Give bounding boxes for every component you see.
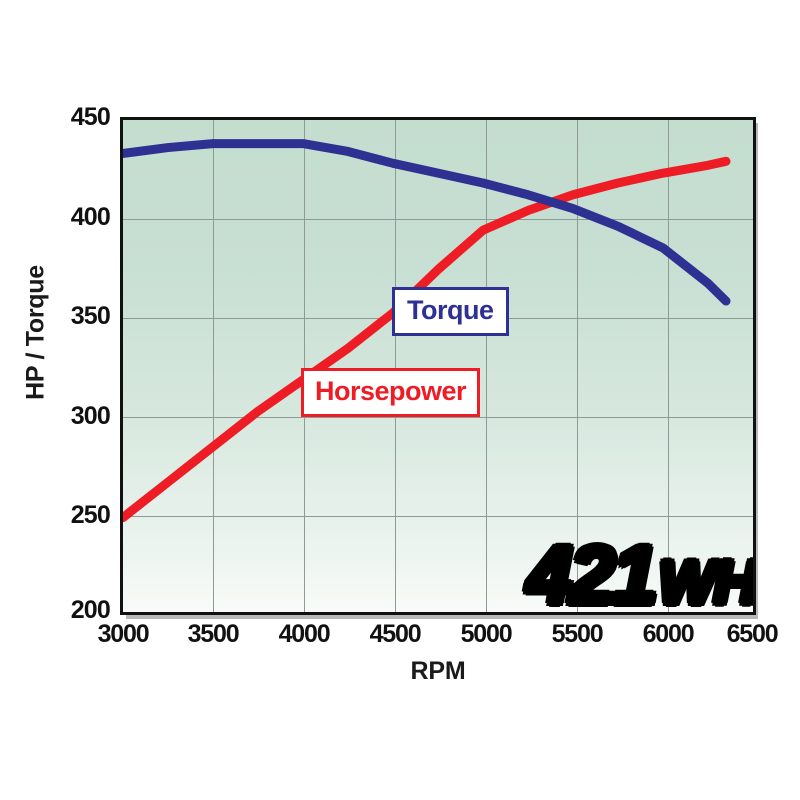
gridline-x-4000 — [304, 120, 305, 612]
gridline-x-5000 — [486, 120, 487, 612]
gridline-x-6000 — [668, 120, 669, 612]
y-tick-label-400: 400 — [70, 203, 111, 231]
x-tick-label-3500: 3500 — [187, 620, 240, 648]
legend-chip-horsepower: Horsepower — [301, 368, 481, 417]
torque-curve — [123, 139, 731, 306]
x-tick-label-6500: 6500 — [726, 620, 779, 648]
y-tick-label-250: 250 — [70, 501, 111, 529]
horsepower-curve — [123, 156, 731, 523]
callout-whp: 421WHP — [527, 535, 753, 613]
callout-whp-value: 421 — [527, 530, 658, 613]
curve-layer — [123, 139, 731, 523]
x-tick-label-3000: 3000 — [97, 620, 150, 648]
gridline-y-400 — [123, 219, 753, 220]
x-tick-label-5500: 5500 — [551, 620, 604, 648]
y-axis-title: HP / Torque — [21, 265, 50, 400]
legend-chip-torque: Torque — [392, 287, 509, 336]
gridline-x-4500 — [395, 120, 396, 612]
x-tick-label-4000: 4000 — [278, 620, 331, 648]
gridline-y-250 — [123, 516, 753, 517]
y-tick-label-200: 200 — [70, 596, 111, 624]
plot-area: Torque Horsepower 421WHP 439ft-lbs — [120, 117, 756, 615]
gridline-y-300 — [123, 417, 753, 418]
x-tick-label-6000: 6000 — [642, 620, 695, 648]
y-tick-label-450: 450 — [70, 103, 111, 131]
y-tick-label-300: 300 — [70, 402, 111, 430]
x-tick-label-5000: 5000 — [460, 620, 513, 648]
gridline-x-5500 — [577, 120, 578, 612]
x-tick-label-4500: 4500 — [369, 620, 422, 648]
gridline-x-3500 — [213, 120, 214, 612]
callout-whp-unit: WHP — [659, 549, 753, 613]
x-axis-title: RPM — [410, 657, 466, 685]
y-tick-label-350: 350 — [70, 302, 111, 330]
